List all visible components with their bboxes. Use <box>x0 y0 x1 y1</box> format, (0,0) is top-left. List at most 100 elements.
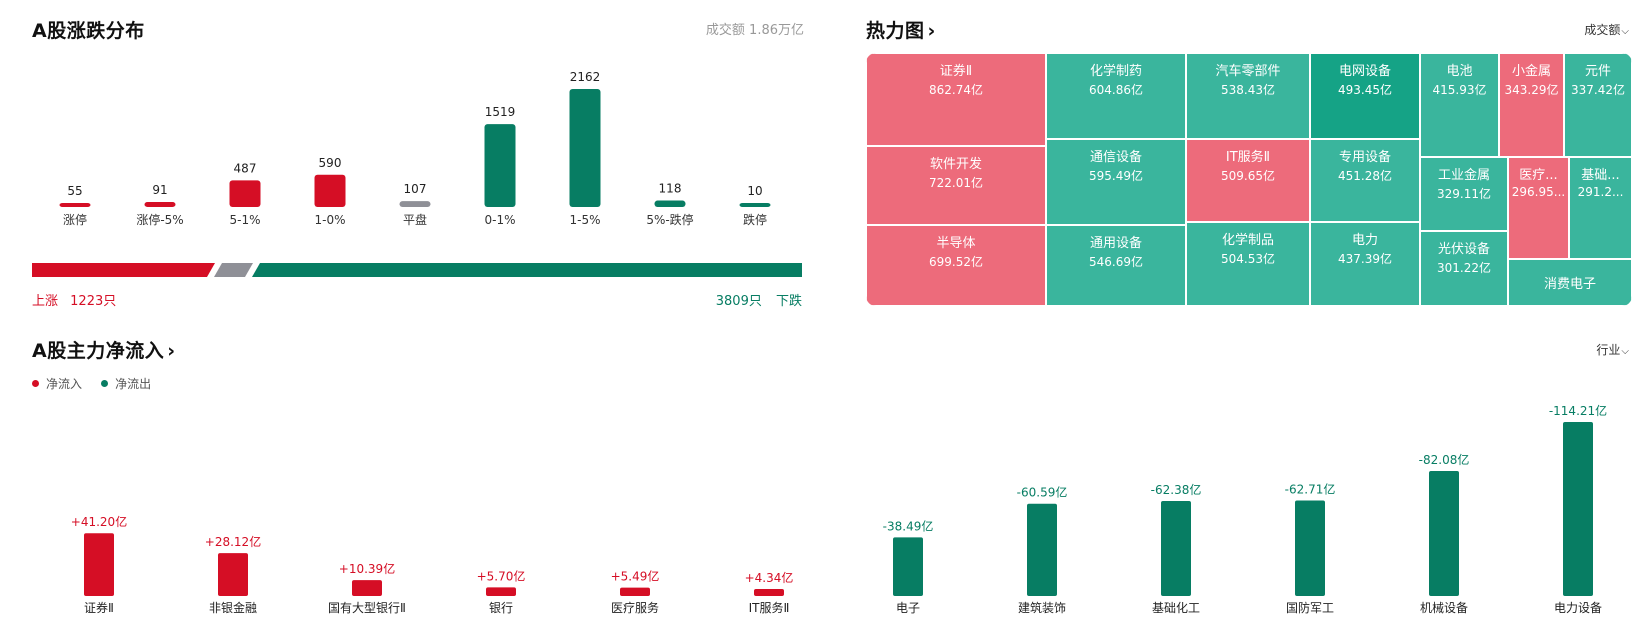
heatmap-title: 热力图 <box>866 20 925 42</box>
flow-category-label: 国防军工 <box>1286 600 1334 615</box>
heatmap-cell[interactable]: 软件开发 722.01亿 <box>866 146 1046 225</box>
heatmap-cell-name: 通信设备 <box>1089 150 1142 165</box>
dist-category-label: 涨停 <box>63 212 87 227</box>
distribution-title: A股涨跌分布 <box>32 20 145 42</box>
ratio-bar-up <box>32 263 215 277</box>
heatmap-cell[interactable]: 通信设备 595.49亿 <box>1046 139 1186 225</box>
flow-category-label: 电子 <box>896 601 920 615</box>
flow-category-label: 建筑装饰 <box>1018 600 1066 615</box>
flow-category-label: 医疗服务 <box>611 600 659 615</box>
heatmap-cell[interactable]: 证券Ⅱ 862.74亿 <box>866 53 1046 146</box>
heatmap-title-link[interactable]: 热力图 › <box>866 16 936 43</box>
dist-value-label: 2162 <box>570 70 601 84</box>
ratio-bar-down <box>252 263 802 277</box>
heatmap-cell[interactable]: 电网设备 493.45亿 <box>1310 53 1420 139</box>
flow-category-label: 银行 <box>489 601 513 615</box>
heatmap-cell[interactable]: 消费电子 <box>1508 259 1632 306</box>
heatmap-cell-name: 元件 <box>1584 64 1611 79</box>
heatmap-cell[interactable]: 汽车零部件 538.43亿 <box>1186 53 1310 139</box>
dist-bar <box>654 200 686 207</box>
flow-value-label: +10.39亿 <box>339 561 395 576</box>
dist-category-label: 0-1% <box>484 213 515 227</box>
flow-category-label: 电力设备 <box>1554 601 1602 615</box>
flow-bar <box>486 587 516 596</box>
flow-bar <box>1563 422 1593 596</box>
flow-category-dropdown[interactable]: 行业⌵ <box>1596 341 1629 358</box>
heatmap-cell-value: 415.93亿 <box>1432 83 1487 97</box>
dist-bar <box>484 124 516 207</box>
heatmap-cell-name: 医疗... <box>1519 168 1558 183</box>
flow-title-link[interactable]: A股主力净流入 › <box>32 336 176 363</box>
dist-value-label: 487 <box>234 161 257 175</box>
heatmap-cell-value: 337.42亿 <box>1571 83 1625 97</box>
flow-value-label: +4.34亿 <box>745 570 794 585</box>
heatmap-cell-name: 化学制药 <box>1089 64 1142 79</box>
flow-category-label: 基础化工 <box>1152 601 1200 615</box>
heatmap-cell-value: 699.52亿 <box>929 255 983 269</box>
flow-title: A股主力净流入 <box>32 340 165 362</box>
heatmap-cell[interactable]: 半导体 699.52亿 <box>866 225 1046 306</box>
up-label: 上涨 <box>32 294 59 309</box>
heatmap-cell-name: 半导体 <box>936 236 976 251</box>
heatmap-cell[interactable]: 电力 437.39亿 <box>1310 222 1420 306</box>
flow-value-label: +5.70亿 <box>477 568 526 583</box>
dist-value-label: 107 <box>404 182 427 196</box>
heatmap-cell-name: 汽车零部件 <box>1215 64 1281 79</box>
up-summary: 上涨 1223只 <box>32 290 116 309</box>
ratio-bar <box>32 263 802 277</box>
heatmap-cell-value: 437.39亿 <box>1338 252 1392 266</box>
flow-value-label: +5.49亿 <box>611 569 660 584</box>
heatmap-cell-name: 小金属 <box>1511 64 1551 79</box>
dist-value-label: 55 <box>67 184 82 198</box>
heatmap-cell[interactable]: 专用设备 451.28亿 <box>1310 139 1420 222</box>
dist-value-label: 1519 <box>485 105 516 119</box>
flow-category-label: 行业 <box>1596 343 1621 357</box>
heatmap-cell-name: 工业金属 <box>1437 168 1490 183</box>
flow-value-label: -62.38亿 <box>1151 482 1202 497</box>
heatmap-cell[interactable]: 电池 415.93亿 <box>1420 53 1499 157</box>
heatmap-cell[interactable]: 化学制品 504.53亿 <box>1186 222 1310 306</box>
heatmap-cell-name: 光伏设备 <box>1437 242 1490 257</box>
heatmap-cell[interactable]: IT服务Ⅱ 509.65亿 <box>1186 139 1310 222</box>
chevron-right-icon: › <box>167 340 176 362</box>
dist-category-label: 涨停-5% <box>136 212 183 227</box>
legend-inflow: 净流入 <box>32 375 82 392</box>
flow-bar <box>1161 500 1191 596</box>
heatmap-cell-value: 722.01亿 <box>929 176 983 190</box>
heatmap-cell[interactable]: 基础... 291.2... <box>1569 157 1632 259</box>
heatmap-cell-name: 通用设备 <box>1089 236 1142 251</box>
dist-category-label: 跌停 <box>743 212 767 227</box>
heatmap-cell-name: 电力 <box>1351 233 1378 248</box>
dist-category-label: 平盘 <box>403 212 427 227</box>
flow-bar <box>1027 503 1057 596</box>
heatmap-cell[interactable]: 医疗... 296.95... <box>1508 157 1569 259</box>
heatmap-cell[interactable]: 工业金属 329.11亿 <box>1420 157 1508 231</box>
dist-category-label: 1-5% <box>569 213 600 227</box>
ratio-bar-flat <box>214 263 253 277</box>
heatmap-cell-value: 862.74亿 <box>929 83 983 97</box>
flow-value-label: -60.59亿 <box>1017 485 1068 500</box>
dist-category-label: 5-1% <box>229 213 260 227</box>
heatmap-cell[interactable]: 光伏设备 301.22亿 <box>1420 231 1508 306</box>
legend-inflow-label: 净流入 <box>46 377 83 391</box>
heatmap-cell-value: 329.11亿 <box>1437 187 1491 201</box>
heatmap-metric-dropdown[interactable]: 成交额⌵ <box>1584 21 1629 38</box>
heatmap-cell-name: 基础... <box>1581 168 1620 183</box>
up-count: 1223只 <box>70 294 117 309</box>
flow-category-label: 非银金融 <box>209 600 257 615</box>
heatmap-cell[interactable]: 化学制药 604.86亿 <box>1046 53 1186 139</box>
down-count: 3809只 <box>715 294 762 309</box>
heatmap-cell[interactable]: 小金属 343.29亿 <box>1499 53 1564 157</box>
down-summary: 3809只 下跌 <box>716 290 802 309</box>
flow-value-label: -114.21亿 <box>1549 403 1607 418</box>
chevron-down-icon: ⌵ <box>1621 346 1629 357</box>
dist-bar <box>144 202 176 207</box>
heatmap-cell[interactable]: 通用设备 546.69亿 <box>1046 225 1186 306</box>
flow-value-label: -82.08亿 <box>1419 452 1470 467</box>
flow-value-label: -62.71亿 <box>1285 481 1336 496</box>
heatmap-cell[interactable]: 元件 337.42亿 <box>1564 53 1632 157</box>
down-label: 下跌 <box>775 294 802 309</box>
heatmap-cell-value: 509.65亿 <box>1221 169 1275 183</box>
dist-bar <box>739 203 771 207</box>
flow-category-label: IT服务Ⅱ <box>749 600 790 615</box>
